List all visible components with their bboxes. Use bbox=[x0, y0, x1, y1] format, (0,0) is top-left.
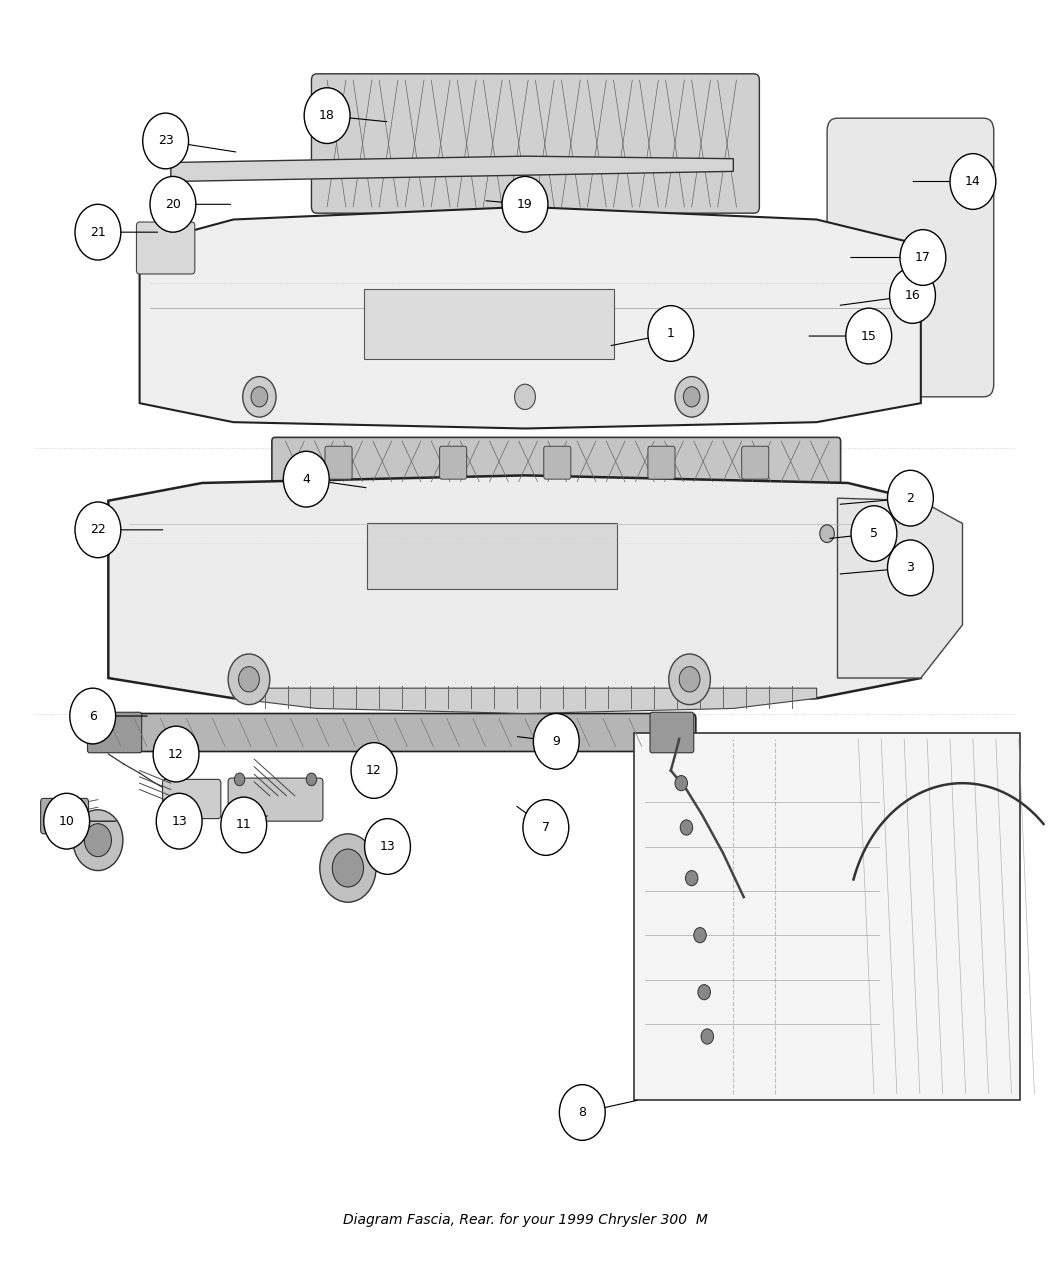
Text: 18: 18 bbox=[319, 110, 335, 122]
Text: 11: 11 bbox=[236, 819, 252, 831]
Polygon shape bbox=[171, 156, 733, 181]
Circle shape bbox=[514, 384, 536, 409]
Circle shape bbox=[675, 775, 688, 790]
FancyBboxPatch shape bbox=[648, 446, 675, 479]
FancyBboxPatch shape bbox=[650, 713, 694, 752]
FancyBboxPatch shape bbox=[440, 446, 466, 479]
Circle shape bbox=[900, 230, 946, 286]
Circle shape bbox=[694, 928, 707, 942]
Polygon shape bbox=[108, 476, 921, 706]
Circle shape bbox=[852, 506, 897, 561]
Circle shape bbox=[684, 386, 700, 407]
Circle shape bbox=[560, 1085, 605, 1140]
Circle shape bbox=[680, 820, 693, 835]
Text: 5: 5 bbox=[870, 527, 878, 541]
Circle shape bbox=[284, 451, 329, 507]
Polygon shape bbox=[140, 207, 921, 428]
Circle shape bbox=[320, 834, 376, 903]
Circle shape bbox=[228, 654, 270, 705]
Text: 6: 6 bbox=[89, 709, 97, 723]
FancyBboxPatch shape bbox=[41, 798, 88, 834]
Text: 20: 20 bbox=[165, 198, 181, 210]
Circle shape bbox=[701, 1029, 714, 1044]
Text: 15: 15 bbox=[861, 329, 877, 343]
Text: 3: 3 bbox=[906, 561, 915, 574]
Circle shape bbox=[332, 849, 363, 887]
FancyBboxPatch shape bbox=[366, 524, 616, 589]
Text: 16: 16 bbox=[905, 289, 921, 302]
FancyBboxPatch shape bbox=[326, 446, 352, 479]
Circle shape bbox=[523, 799, 569, 856]
FancyBboxPatch shape bbox=[88, 714, 696, 751]
Text: 4: 4 bbox=[302, 473, 310, 486]
Circle shape bbox=[846, 309, 891, 363]
Text: 10: 10 bbox=[59, 815, 75, 827]
Text: 21: 21 bbox=[90, 226, 106, 238]
Circle shape bbox=[686, 871, 698, 886]
Circle shape bbox=[887, 541, 933, 595]
Circle shape bbox=[251, 386, 268, 407]
FancyBboxPatch shape bbox=[741, 446, 769, 479]
Text: 22: 22 bbox=[90, 523, 106, 537]
Circle shape bbox=[820, 525, 835, 542]
Circle shape bbox=[156, 793, 202, 849]
Circle shape bbox=[238, 667, 259, 692]
Circle shape bbox=[364, 819, 411, 875]
Circle shape bbox=[84, 824, 111, 857]
Circle shape bbox=[950, 153, 995, 209]
Circle shape bbox=[351, 742, 397, 798]
FancyBboxPatch shape bbox=[312, 74, 759, 213]
Circle shape bbox=[502, 176, 548, 232]
Circle shape bbox=[669, 654, 711, 705]
Circle shape bbox=[648, 306, 694, 361]
Text: 13: 13 bbox=[171, 815, 187, 827]
FancyBboxPatch shape bbox=[827, 119, 993, 397]
Circle shape bbox=[533, 714, 580, 769]
Circle shape bbox=[143, 113, 189, 168]
Circle shape bbox=[69, 688, 116, 743]
Circle shape bbox=[72, 810, 123, 871]
Text: 13: 13 bbox=[380, 840, 396, 853]
Text: 23: 23 bbox=[158, 134, 173, 148]
Circle shape bbox=[153, 727, 198, 782]
Circle shape bbox=[889, 268, 936, 324]
FancyBboxPatch shape bbox=[87, 713, 142, 752]
Circle shape bbox=[234, 773, 245, 785]
Polygon shape bbox=[233, 688, 817, 714]
FancyBboxPatch shape bbox=[272, 437, 841, 486]
FancyBboxPatch shape bbox=[634, 733, 1020, 1100]
Text: 1: 1 bbox=[667, 326, 675, 340]
Text: 12: 12 bbox=[168, 747, 184, 760]
Text: 9: 9 bbox=[552, 734, 561, 748]
FancyBboxPatch shape bbox=[228, 778, 323, 821]
Text: 7: 7 bbox=[542, 821, 550, 834]
Circle shape bbox=[675, 376, 709, 417]
Polygon shape bbox=[838, 499, 963, 678]
Circle shape bbox=[150, 176, 196, 232]
Text: 14: 14 bbox=[965, 175, 981, 187]
FancyBboxPatch shape bbox=[363, 289, 613, 358]
Circle shape bbox=[679, 667, 700, 692]
FancyBboxPatch shape bbox=[544, 446, 571, 479]
Text: 17: 17 bbox=[915, 251, 931, 264]
Text: Diagram Fascia, Rear. for your 1999 Chrysler 300  M: Diagram Fascia, Rear. for your 1999 Chry… bbox=[342, 1214, 708, 1227]
Circle shape bbox=[44, 793, 89, 849]
FancyBboxPatch shape bbox=[163, 779, 220, 819]
Circle shape bbox=[307, 773, 317, 785]
Text: 8: 8 bbox=[579, 1105, 586, 1119]
FancyBboxPatch shape bbox=[136, 222, 195, 274]
Text: 19: 19 bbox=[517, 198, 532, 210]
Circle shape bbox=[887, 470, 933, 527]
Circle shape bbox=[220, 797, 267, 853]
Circle shape bbox=[243, 376, 276, 417]
Circle shape bbox=[304, 88, 350, 144]
Text: 12: 12 bbox=[366, 764, 382, 776]
Circle shape bbox=[698, 984, 711, 1000]
Circle shape bbox=[75, 204, 121, 260]
Text: 2: 2 bbox=[906, 492, 915, 505]
Circle shape bbox=[75, 502, 121, 557]
